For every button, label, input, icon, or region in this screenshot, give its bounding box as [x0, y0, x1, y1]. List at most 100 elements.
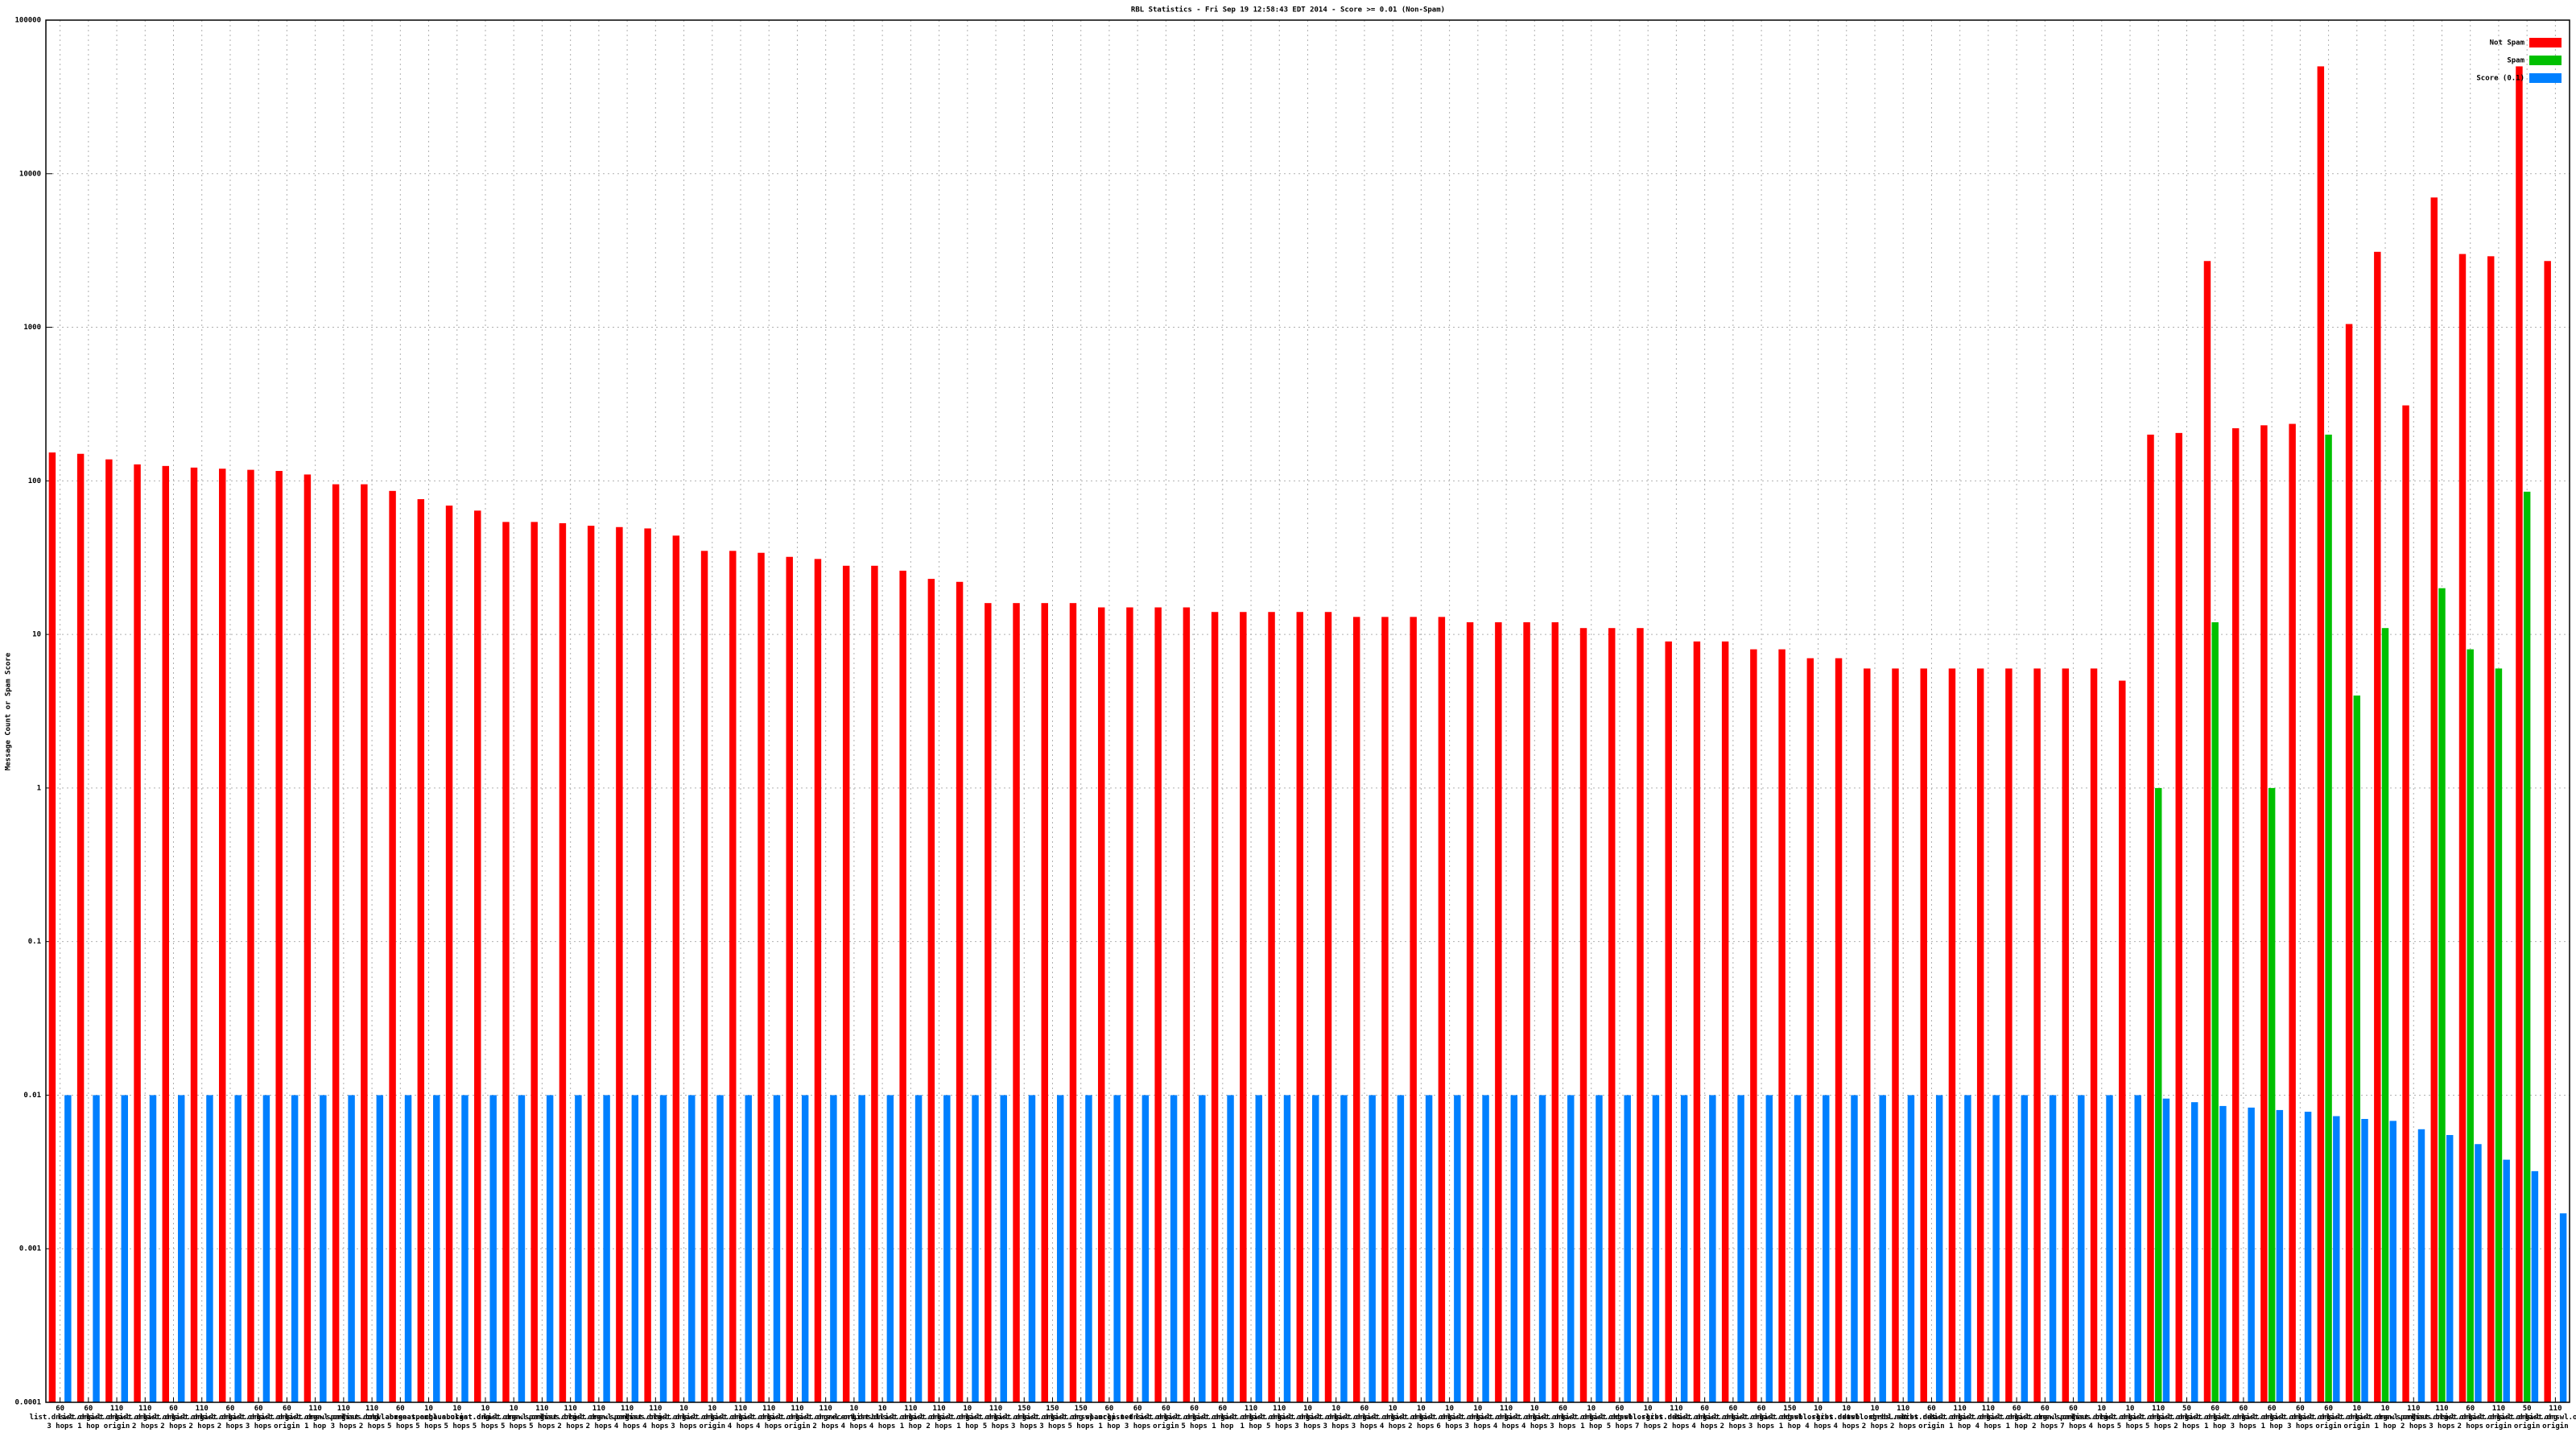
x-tick-label: 60 list.dnswl.org 1 hop	[2241, 1405, 2302, 1430]
x-tick-label-line: 1 hop	[2374, 1422, 2396, 1430]
x-tick-label-line: 1 hop	[2261, 1422, 2284, 1430]
x-tick-label-line: cbl.abuseat.org	[424, 1414, 489, 1422]
x-tick-label: 60 list.dnswl.org 5 hops	[1589, 1405, 1650, 1430]
x-tick-label-line: 10	[510, 1405, 518, 1413]
bar	[801, 1095, 809, 1402]
x-tick-label-line: origin	[274, 1422, 300, 1430]
x-tick-label: 110 zen.spamhaus.org 3 hops	[309, 1405, 379, 1430]
x-tick-label-line: 5 hops	[2145, 1422, 2172, 1430]
x-tick-label-line: list.dnswl.org	[1192, 1413, 1253, 1422]
bar	[105, 459, 113, 1403]
x-tick-label: 60 list.dnswl.org 1 hop	[1192, 1405, 1253, 1430]
x-tick-label-line: dnsbl.sorbs.net	[1842, 1414, 1907, 1422]
x-tick-label-line: 1 hop	[1779, 1422, 1802, 1430]
x-tick-label-line: list.dnswl.org	[2241, 1413, 2302, 1422]
x-tick-label-line: list.dnswl.org	[2496, 1413, 2557, 1422]
x-tick-label: 60 spamcop.net 1 hop	[1085, 1405, 1133, 1430]
x-tick-label-line: 60	[2466, 1405, 2475, 1413]
bar	[361, 484, 368, 1402]
bar	[518, 1095, 526, 1402]
x-tick-label-line: 60	[1360, 1405, 1369, 1413]
x-tick-label-line: 4 hops	[1691, 1422, 1718, 1430]
x-tick-label-line: 10	[452, 1405, 461, 1413]
x-tick-label-line: 110	[2407, 1405, 2420, 1413]
x-tick-label: 10 list.dnswl.org 1 hop	[2355, 1405, 2416, 1430]
x-tick-label: 110 list.dnswl.org 5 hops	[1249, 1405, 1310, 1430]
x-tick-label-line: 10	[1303, 1405, 1312, 1413]
bar	[348, 1095, 355, 1402]
x-tick-label-line: origin	[2542, 1422, 2569, 1430]
bar	[2134, 1095, 2141, 1402]
x-tick-label: 10 list.dnswl.org 4 hops	[1362, 1405, 1423, 1430]
x-tick-label-line: list.dnswl.org	[540, 1413, 601, 1422]
y-tick-label: 100	[28, 477, 41, 485]
x-tick-label: 150 list.dnswl.org 5 hops	[1051, 1405, 1112, 1430]
x-tick-label: 60 cbl.abuseat.org 5 hops	[368, 1405, 433, 1430]
x-tick-label-line: 2 hops	[1890, 1422, 1917, 1430]
bar	[1211, 612, 1219, 1402]
bar	[1907, 1095, 1915, 1402]
x-tick-label: 60 list.dnswl.org origin	[2298, 1405, 2359, 1430]
x-tick-label: 10 list.dnswl.org 5 hops	[455, 1405, 516, 1430]
x-tick-label-line: 60	[1558, 1405, 1567, 1413]
bar	[320, 1095, 327, 1402]
x-tick-label-line: 110	[762, 1405, 775, 1413]
bar	[1311, 1095, 1319, 1402]
x-tick-label-line: 5 hops	[529, 1422, 555, 1430]
bar	[2458, 254, 2467, 1402]
x-tick-label-line: list.dnswl.org	[2298, 1413, 2359, 1422]
x-tick-label-line: 110	[621, 1405, 634, 1413]
x-tick-label-line: 5 hops	[387, 1422, 414, 1430]
x-tick-label-line: list.dnswl.org	[738, 1413, 799, 1422]
x-tick-label-line: 2 hops	[132, 1422, 159, 1430]
bar	[1069, 603, 1077, 1402]
x-tick-label-line: 5 hops	[415, 1422, 442, 1430]
x-tick-label-line: 3 hops	[2429, 1422, 2455, 1430]
bar	[2317, 66, 2325, 1403]
x-tick-label-line: list.dnswl.org	[455, 1413, 516, 1422]
bar	[616, 526, 623, 1402]
bar	[631, 1095, 639, 1402]
x-tick-label-line: 10	[1842, 1405, 1851, 1413]
bar	[1425, 1095, 1433, 1402]
x-tick-label-line: list.dnswl.org	[256, 1413, 317, 1422]
x-tick-label-line: 3 hops	[47, 1422, 73, 1430]
bar	[659, 1095, 667, 1402]
bar	[2078, 1095, 2085, 1402]
x-tick-label-line: list.dnswl.org	[993, 1413, 1055, 1422]
x-tick-label-line: 1 hop	[1212, 1422, 1234, 1430]
bar	[700, 551, 708, 1403]
x-tick-label-line: list.dnswl.org	[171, 1413, 233, 1422]
bar	[1964, 1095, 1971, 1402]
bar	[1170, 1095, 1178, 1402]
bar	[1013, 603, 1020, 1402]
x-tick-label-line: 10	[2381, 1405, 2390, 1413]
x-tick-label-line: 2 hops	[1720, 1422, 1747, 1430]
x-tick-label-line: 10	[849, 1405, 858, 1413]
x-tick-label-line: list.dnswl.org	[880, 1413, 941, 1422]
x-tick-label-line: 3 hops	[331, 1422, 357, 1430]
x-tick-label-line: 60	[2013, 1405, 2021, 1413]
x-tick-label-line: list.dnswl.org	[2157, 1413, 2218, 1422]
x-tick-label-line: dnsbl.sorbs.net	[1616, 1414, 1681, 1422]
x-tick-label-line: list.dnswl.org	[568, 1413, 630, 1422]
y-tick-label: 10000	[19, 170, 41, 178]
x-tick-label-line: 110	[1982, 1405, 1995, 1413]
bar	[559, 522, 567, 1403]
x-tick-label: 60 list.dnswl.org 2 hops	[143, 1405, 204, 1430]
y-tick-label: 0.001	[19, 1245, 41, 1253]
bar	[1567, 1095, 1575, 1402]
bar	[2033, 668, 2041, 1402]
bar	[1665, 641, 1672, 1402]
x-tick-label-line: origin	[1153, 1422, 1179, 1430]
x-tick-label-line: list.dnswl.org	[2014, 1413, 2075, 1422]
x-tick-label: 10 zen.spamhaus.org 5 hops	[394, 1405, 464, 1430]
bar	[1750, 649, 1757, 1402]
bar	[899, 570, 906, 1403]
bar	[1551, 622, 1559, 1402]
x-tick-label: 60 list.dnswl.org 3 hops	[228, 1405, 289, 1430]
y-tick-label: 100000	[14, 17, 41, 25]
bar	[2516, 66, 2523, 1403]
